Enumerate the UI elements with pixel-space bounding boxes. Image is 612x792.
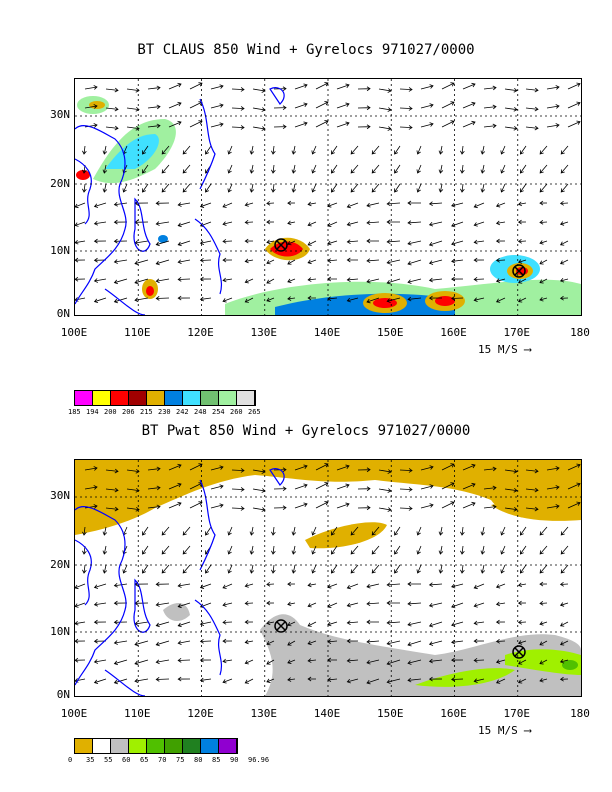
bottom-wind-scale: 15 M/S ⟶ bbox=[478, 724, 531, 737]
colorbar-swatch bbox=[219, 739, 237, 753]
bottom-x-label: 100E bbox=[60, 707, 88, 720]
colorbar-swatch bbox=[165, 391, 183, 405]
colorbar-label: 90 bbox=[230, 756, 239, 764]
colorbar-label: 254 bbox=[212, 408, 225, 416]
colorbar-label: 85 bbox=[212, 756, 221, 764]
colorbar-swatch bbox=[93, 739, 111, 753]
bottom-colorbar-labels: 0 35 55 60 65 70 75 80 85 90 96.96 bbox=[68, 756, 274, 766]
colorbar-label: 80 bbox=[194, 756, 203, 764]
bottom-x-label: 150E bbox=[377, 707, 404, 720]
bottom-x-label: 180 bbox=[570, 707, 590, 720]
bottom-y-label-10n: 10N bbox=[50, 625, 70, 638]
colorbar-label: 185 bbox=[68, 408, 81, 416]
coastlines bbox=[75, 87, 285, 315]
bottom-x-label: 130E bbox=[250, 707, 278, 720]
top-map-panel bbox=[74, 78, 582, 316]
colorbar-swatch bbox=[129, 739, 147, 753]
colorbar-swatch bbox=[111, 739, 129, 753]
wind-vectors bbox=[75, 82, 581, 304]
wind-vectors bbox=[75, 463, 581, 685]
top-map-svg bbox=[75, 79, 581, 315]
colorbar-label: 230 bbox=[158, 408, 171, 416]
top-x-label: 120E bbox=[187, 326, 214, 339]
top-y-label-30n: 30N bbox=[50, 108, 70, 121]
colorbar-label: 206 bbox=[122, 408, 135, 416]
bottom-x-label: 140E bbox=[313, 707, 341, 720]
colorbar-label: 260 bbox=[230, 408, 243, 416]
colorbar-swatch bbox=[75, 391, 93, 405]
top-x-label: 110E bbox=[124, 326, 151, 339]
bottom-x-label: 120E bbox=[187, 707, 214, 720]
colorbar-label: 60 bbox=[122, 756, 131, 764]
top-wind-scale: 15 M/S ⟶ bbox=[478, 343, 531, 356]
bottom-map-panel bbox=[74, 459, 582, 697]
colorbar-swatch bbox=[183, 391, 201, 405]
bottom-x-label: 160E bbox=[440, 707, 467, 720]
colorbar-swatch bbox=[237, 391, 255, 405]
top-x-label: 180 bbox=[570, 326, 590, 339]
colorbar-label: 200 bbox=[104, 408, 117, 416]
colorbar-swatch bbox=[201, 739, 219, 753]
top-x-label: 100E bbox=[60, 326, 88, 339]
colorbar-label: 265 bbox=[248, 408, 261, 416]
colorbar-label: 70 bbox=[158, 756, 167, 764]
bottom-colorbar bbox=[74, 738, 238, 754]
bottom-x-label: 170E bbox=[503, 707, 531, 720]
top-y-label-20n: 20N bbox=[50, 177, 70, 190]
colorbar-label: 194 bbox=[86, 408, 99, 416]
colorbar-swatch bbox=[111, 391, 129, 405]
colorbar-swatch bbox=[147, 739, 165, 753]
bottom-y-label-30n: 30N bbox=[50, 489, 70, 502]
colorbar-swatch bbox=[93, 391, 111, 405]
top-x-label: 140E bbox=[313, 326, 341, 339]
gyre-location-markers bbox=[274, 238, 526, 278]
colorbar-swatch bbox=[219, 391, 237, 405]
colorbar-swatch bbox=[147, 391, 165, 405]
colorbar-label: 215 bbox=[140, 408, 153, 416]
colorbar-label: 35 bbox=[86, 756, 95, 764]
colorbar-label: 75 bbox=[176, 756, 185, 764]
colorbar-label: 242 bbox=[176, 408, 189, 416]
top-x-label: 150E bbox=[377, 326, 404, 339]
colorbar-swatch bbox=[165, 739, 183, 753]
lat-lon-grid bbox=[75, 79, 581, 315]
bottom-map-svg bbox=[75, 460, 581, 696]
colorbar-swatch bbox=[183, 739, 201, 753]
colorbar-label: 55 bbox=[104, 756, 113, 764]
bottom-y-label-0n: 0N bbox=[56, 688, 70, 701]
colorbar-swatch bbox=[75, 739, 93, 753]
bottom-y-label-20n: 20N bbox=[50, 558, 70, 571]
coastlines bbox=[75, 468, 285, 696]
top-map-title: BT CLAUS 850 Wind + Gyrelocs 971027/0000 bbox=[137, 42, 475, 58]
top-x-label: 160E bbox=[440, 326, 467, 339]
colorbar-swatch bbox=[129, 391, 147, 405]
bottom-map-title: BT Pwat 850 Wind + Gyrelocs 971027/0000 bbox=[141, 423, 471, 439]
bottom-x-label: 110E bbox=[124, 707, 151, 720]
top-y-label-10n: 10N bbox=[50, 244, 70, 257]
top-colorbar-labels: 185 194 200 206 215 230 242 248 254 260 265 bbox=[68, 408, 274, 418]
top-x-label: 130E bbox=[250, 326, 278, 339]
colorbar-label: 0 bbox=[68, 756, 73, 764]
top-colorbar bbox=[74, 390, 256, 406]
colorbar-label: 96.96 bbox=[248, 756, 270, 764]
top-x-label: 170E bbox=[503, 326, 531, 339]
colorbar-label: 65 bbox=[140, 756, 149, 764]
top-y-label-0n: 0N bbox=[56, 307, 70, 320]
colorbar-swatch bbox=[201, 391, 219, 405]
lat-lon-grid bbox=[75, 460, 581, 696]
colorbar-label: 248 bbox=[194, 408, 207, 416]
